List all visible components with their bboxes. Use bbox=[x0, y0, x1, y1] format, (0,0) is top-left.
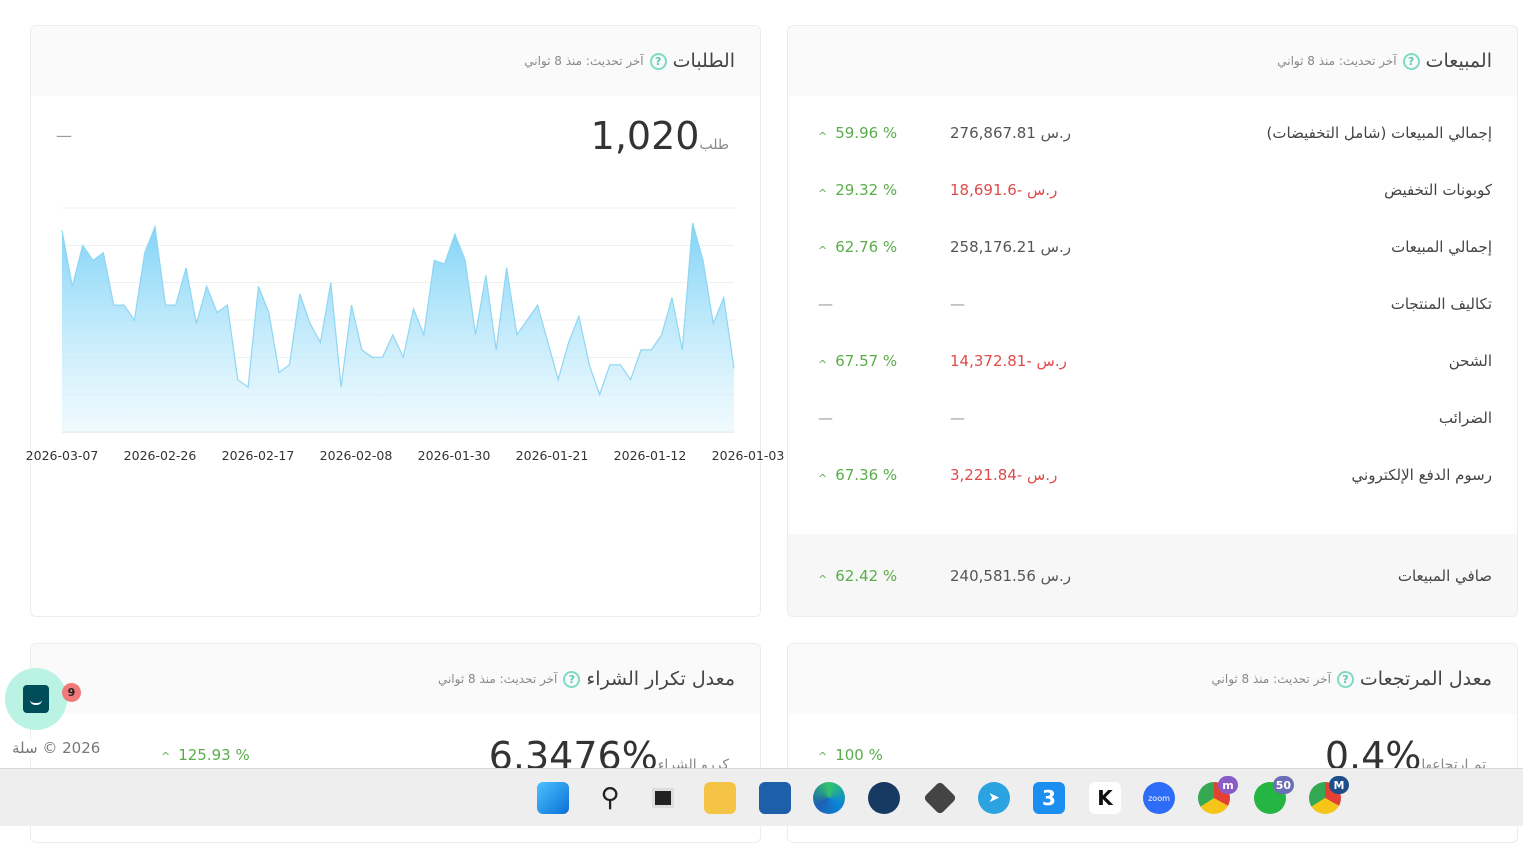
x-tick-label: 2026-03-07 bbox=[25, 448, 99, 463]
repeat-title: معدل تكرار الشراء bbox=[586, 668, 735, 690]
x-tick-label: 2026-01-03 bbox=[711, 448, 785, 463]
sales-row-label: كوبونات التخفيض bbox=[1384, 180, 1492, 199]
task-view-icon[interactable] bbox=[647, 782, 679, 814]
sales-row-value: ر.س -14,372.81 bbox=[950, 351, 1067, 370]
returns-pct: ^ 100 % bbox=[818, 746, 883, 764]
sales-row-pct: ^ 62.76 % bbox=[818, 237, 898, 257]
sales-row-label: الشحن bbox=[1448, 351, 1492, 370]
sales-row-pct: ^ 29.32 % bbox=[818, 180, 898, 200]
sales-row-label: الضرائب bbox=[1438, 408, 1492, 427]
arrow-up-icon: ^ bbox=[818, 573, 828, 586]
arrow-up-icon: ^ bbox=[818, 243, 828, 257]
dark-app-icon[interactable] bbox=[923, 781, 957, 815]
sales-row-pct: — bbox=[818, 294, 833, 313]
chrome-profile-badge: M bbox=[1329, 776, 1349, 794]
x-tick-label: 2026-01-21 bbox=[515, 448, 589, 463]
file-explorer-icon[interactable] bbox=[704, 782, 736, 814]
x-tick-label: 2026-02-08 bbox=[319, 448, 393, 463]
sales-row: الشحن ر.س -14,372.81 ^ 67.57 % bbox=[788, 332, 1517, 389]
sales-row-label: تكاليف المنتجات bbox=[1390, 294, 1492, 313]
footer-copyright: 2026 © سلة bbox=[10, 739, 103, 757]
x-tick-label: 2026-01-30 bbox=[417, 448, 491, 463]
returns-header: آخر تحديث: منذ 8 ثواني ? معدل المرتجعات bbox=[788, 644, 1517, 714]
orders-title: الطلبات bbox=[672, 50, 735, 72]
windows-start-icon[interactable] bbox=[537, 782, 569, 814]
help-icon[interactable]: ? bbox=[1336, 670, 1354, 688]
sales-row: إجمالي المبيعات (شامل التخفيضات) ر.س 276,… bbox=[788, 104, 1517, 161]
x-tick-label: 2026-02-17 bbox=[221, 448, 295, 463]
chrome-icon[interactable]: m bbox=[1198, 776, 1238, 814]
sales-row: تكاليف المنتجات — — bbox=[788, 275, 1517, 332]
sales-row-label: إجمالي المبيعات (شامل التخفيضات) bbox=[1266, 123, 1492, 142]
sales-row: إجمالي المبيعات ر.س 258,176.21 ^ 62.76 % bbox=[788, 218, 1517, 275]
orders-total-value: 1,020 bbox=[590, 114, 700, 158]
sales-row-value: ر.س 276,867.81 bbox=[950, 123, 1071, 142]
sales-row-value: ر.س -3,221.84 bbox=[950, 465, 1058, 484]
sales-row: الضرائب — — bbox=[788, 389, 1517, 446]
sales-title: المبيعات bbox=[1425, 50, 1492, 72]
orders-unit: طلب bbox=[699, 137, 729, 153]
net-sales-value: ر.س 240,581.56 bbox=[950, 567, 1071, 585]
sales-row-value: — bbox=[950, 294, 965, 313]
sales-row-pct: ^ 59.96 % bbox=[818, 123, 898, 143]
arrow-up-icon: ^ bbox=[818, 750, 828, 763]
help-icon[interactable]: ? bbox=[563, 670, 581, 688]
net-sales-pct: ^ 62.42 % bbox=[818, 567, 898, 586]
orders-total: طلب1,020 bbox=[591, 114, 735, 158]
sales-row-pct: ^ 67.36 % bbox=[818, 465, 898, 485]
orders-change: — bbox=[56, 126, 72, 145]
three-app-icon[interactable]: 3 bbox=[1033, 782, 1065, 814]
net-sales-row: صافي المبيعات ر.س 240,581.56 ^ 62.42 % bbox=[788, 534, 1517, 616]
arrow-up-icon: ^ bbox=[818, 129, 828, 143]
chat-icon bbox=[23, 685, 49, 713]
k-app-icon[interactable]: K bbox=[1089, 782, 1121, 814]
edge-icon[interactable] bbox=[813, 782, 845, 814]
x-tick-label: 2026-02-26 bbox=[123, 448, 197, 463]
last-updated: آخر تحديث: منذ 8 ثواني bbox=[437, 672, 558, 686]
search-icon[interactable]: ⚲ bbox=[600, 783, 620, 813]
sales-row-value: ر.س -18,691.6 bbox=[950, 180, 1058, 199]
whatsapp-icon[interactable]: 50 bbox=[1254, 776, 1294, 814]
sales-row-pct: — bbox=[818, 408, 833, 427]
arrow-up-icon: ^ bbox=[161, 750, 171, 763]
microsoft-store-icon[interactable] bbox=[759, 782, 791, 814]
steam-icon[interactable] bbox=[868, 782, 900, 814]
last-updated: آخر تحديث: منذ 8 ثواني bbox=[1277, 54, 1397, 68]
sales-row-value: — bbox=[950, 408, 965, 427]
whatsapp-badge: 50 bbox=[1272, 776, 1294, 794]
returns-title: معدل المرتجعات bbox=[1359, 668, 1492, 690]
last-updated: آخر تحديث: منذ 8 ثواني bbox=[524, 54, 644, 68]
sales-row-label: رسوم الدفع الإلكتروني bbox=[1351, 465, 1492, 484]
sales-row-value: ر.س 258,176.21 bbox=[950, 237, 1071, 256]
sales-card: آخر تحديث: منذ 8 ثواني ? المبيعات إجمالي… bbox=[787, 25, 1518, 617]
repeat-pct: ^ 125.93 % bbox=[161, 746, 250, 764]
sales-row: كوبونات التخفيض ر.س -18,691.6 ^ 29.32 % bbox=[788, 161, 1517, 218]
last-updated: آخر تحديث: منذ 8 ثواني bbox=[1211, 672, 1331, 686]
chat-badge: 9 bbox=[62, 683, 81, 702]
x-tick-label: 2026-01-12 bbox=[613, 448, 687, 463]
arrow-up-icon: ^ bbox=[818, 357, 828, 371]
sales-row: رسوم الدفع الإلكتروني ر.س -3,221.84 ^ 67.36… bbox=[788, 446, 1517, 503]
arrow-up-icon: ^ bbox=[818, 186, 828, 200]
telegram-icon[interactable]: ➤ bbox=[978, 782, 1010, 814]
help-icon[interactable]: ? bbox=[1402, 52, 1420, 70]
sales-card-header: آخر تحديث: منذ 8 ثواني ? المبيعات bbox=[788, 26, 1517, 96]
repeat-header: آخر تحديث: منذ 8 ثواني ? معدل تكرار الشر… bbox=[31, 644, 760, 714]
orders-card-header: آخر تحديث: منذ 8 ثواني ? الطلبات bbox=[31, 26, 760, 96]
orders-card: آخر تحديث: منذ 8 ثواني ? الطلبات طلب1,02… bbox=[30, 25, 761, 617]
chrome-profile-badge: m bbox=[1218, 776, 1238, 794]
net-sales-label: صافي المبيعات bbox=[1397, 567, 1492, 585]
chat-button[interactable]: 9 bbox=[5, 668, 81, 730]
arrow-up-icon: ^ bbox=[818, 471, 828, 485]
sales-row-pct: ^ 67.57 % bbox=[818, 351, 898, 371]
sales-row-label: إجمالي المبيعات bbox=[1391, 237, 1492, 256]
help-icon[interactable]: ? bbox=[649, 52, 667, 70]
chrome-profile-icon[interactable]: M bbox=[1309, 776, 1349, 814]
taskbar: ⚲ ➤ 3 K zoom m 50 M bbox=[0, 768, 1523, 826]
zoom-icon[interactable]: zoom bbox=[1143, 782, 1175, 814]
